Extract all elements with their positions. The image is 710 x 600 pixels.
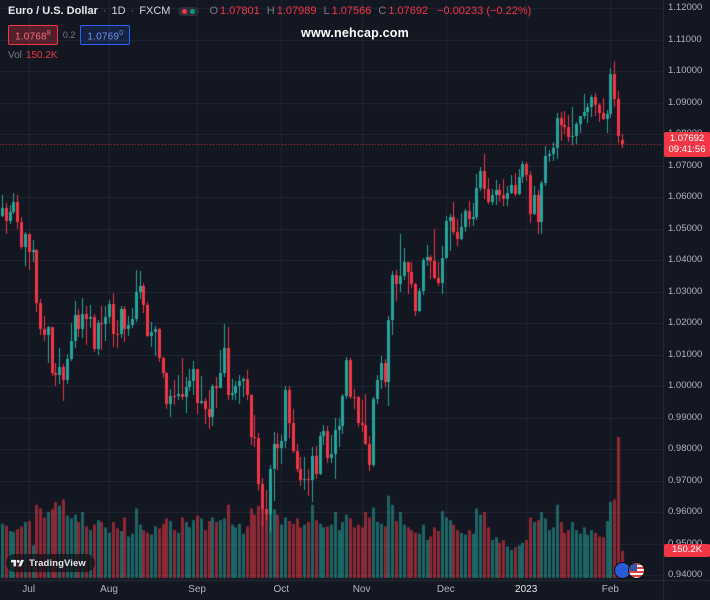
- price-tick: 1.04000: [668, 254, 703, 265]
- change-value: −0.00233 (−0.22%): [437, 5, 532, 17]
- price-tick: 1.00000: [668, 380, 703, 391]
- separator: ·: [102, 5, 107, 17]
- time-tick: 2023: [515, 584, 538, 595]
- time-tick: Nov: [352, 584, 371, 595]
- volume-axis-badge: 150.2K: [664, 543, 710, 557]
- order-panel: 1.07688 0.2 1.07690: [8, 25, 131, 46]
- status-dot-green-icon: [190, 8, 196, 14]
- price-tick: 1.02000: [668, 317, 703, 328]
- interval-label[interactable]: 1D: [111, 5, 126, 17]
- sell-button[interactable]: 1.07688: [8, 25, 58, 46]
- price-tick: 1.05000: [668, 222, 703, 234]
- exchange-label: FXCM: [139, 5, 171, 17]
- volume-legend[interactable]: Vol 150.2K: [8, 50, 58, 61]
- time-tick: Feb: [601, 584, 619, 595]
- time-tick: Sep: [188, 584, 206, 595]
- market-status-pill[interactable]: [178, 6, 200, 16]
- status-dot-red-icon: [182, 8, 188, 14]
- time-tick: Oct: [273, 584, 290, 595]
- price-tick: 1.12000: [668, 2, 703, 13]
- price-tick: 1.07000: [668, 159, 703, 171]
- price-tick: 1.11000: [668, 33, 702, 45]
- tradingview-label: TradingView: [29, 557, 86, 569]
- symbol-legend: Euro / U.S. Dollar · 1D · FXCM O 1.07801…: [8, 5, 531, 17]
- price-axis[interactable]: 1.120001.110001.100001.090001.080001.070…: [663, 0, 710, 580]
- time-tick: Jul: [22, 584, 36, 595]
- time-tick: Dec: [436, 584, 455, 595]
- usd-flag-icon: [628, 562, 645, 579]
- spread-label: 0.2: [62, 30, 76, 41]
- ohlc-high: H 1.07989: [266, 5, 317, 17]
- price-tick: 1.09000: [668, 96, 703, 108]
- price-tick: 1.10000: [668, 65, 703, 76]
- bar-countdown: 09:41:56: [668, 144, 706, 156]
- symbol-title[interactable]: Euro / U.S. Dollar: [8, 5, 98, 17]
- pair-flags: [614, 562, 658, 580]
- tradingview-mark-icon: [11, 558, 24, 569]
- current-price-badge: 1.07692 09:41:56: [664, 131, 710, 157]
- price-tick: 1.01000: [668, 348, 703, 360]
- price-tick: 0.94000: [668, 569, 703, 580]
- ohlc-open: O 1.07801: [209, 5, 260, 17]
- price-tick: 0.97000: [668, 474, 703, 486]
- tradingview-logo[interactable]: TradingView: [6, 554, 95, 572]
- ohlc-close: C 1.07692: [378, 5, 429, 17]
- price-tick: 0.96000: [668, 506, 703, 517]
- price-tick: 1.03000: [668, 285, 703, 297]
- current-price-value: 1.07692: [669, 132, 705, 144]
- buy-button[interactable]: 1.07690: [80, 25, 131, 46]
- separator: ·: [130, 5, 135, 17]
- watermark-text: www.nehcap.com: [301, 26, 409, 40]
- price-tick: 0.95000: [668, 538, 702, 549]
- price-tick: 0.98000: [668, 443, 703, 454]
- time-tick: Aug: [100, 584, 118, 595]
- time-axis[interactable]: Jul Aug Sep Oct Nov Dec 2023 Feb: [0, 581, 663, 600]
- price-tick: 0.99000: [668, 411, 703, 423]
- price-tick: 1.06000: [668, 191, 703, 202]
- ohlc-low: L 1.07566: [323, 5, 372, 17]
